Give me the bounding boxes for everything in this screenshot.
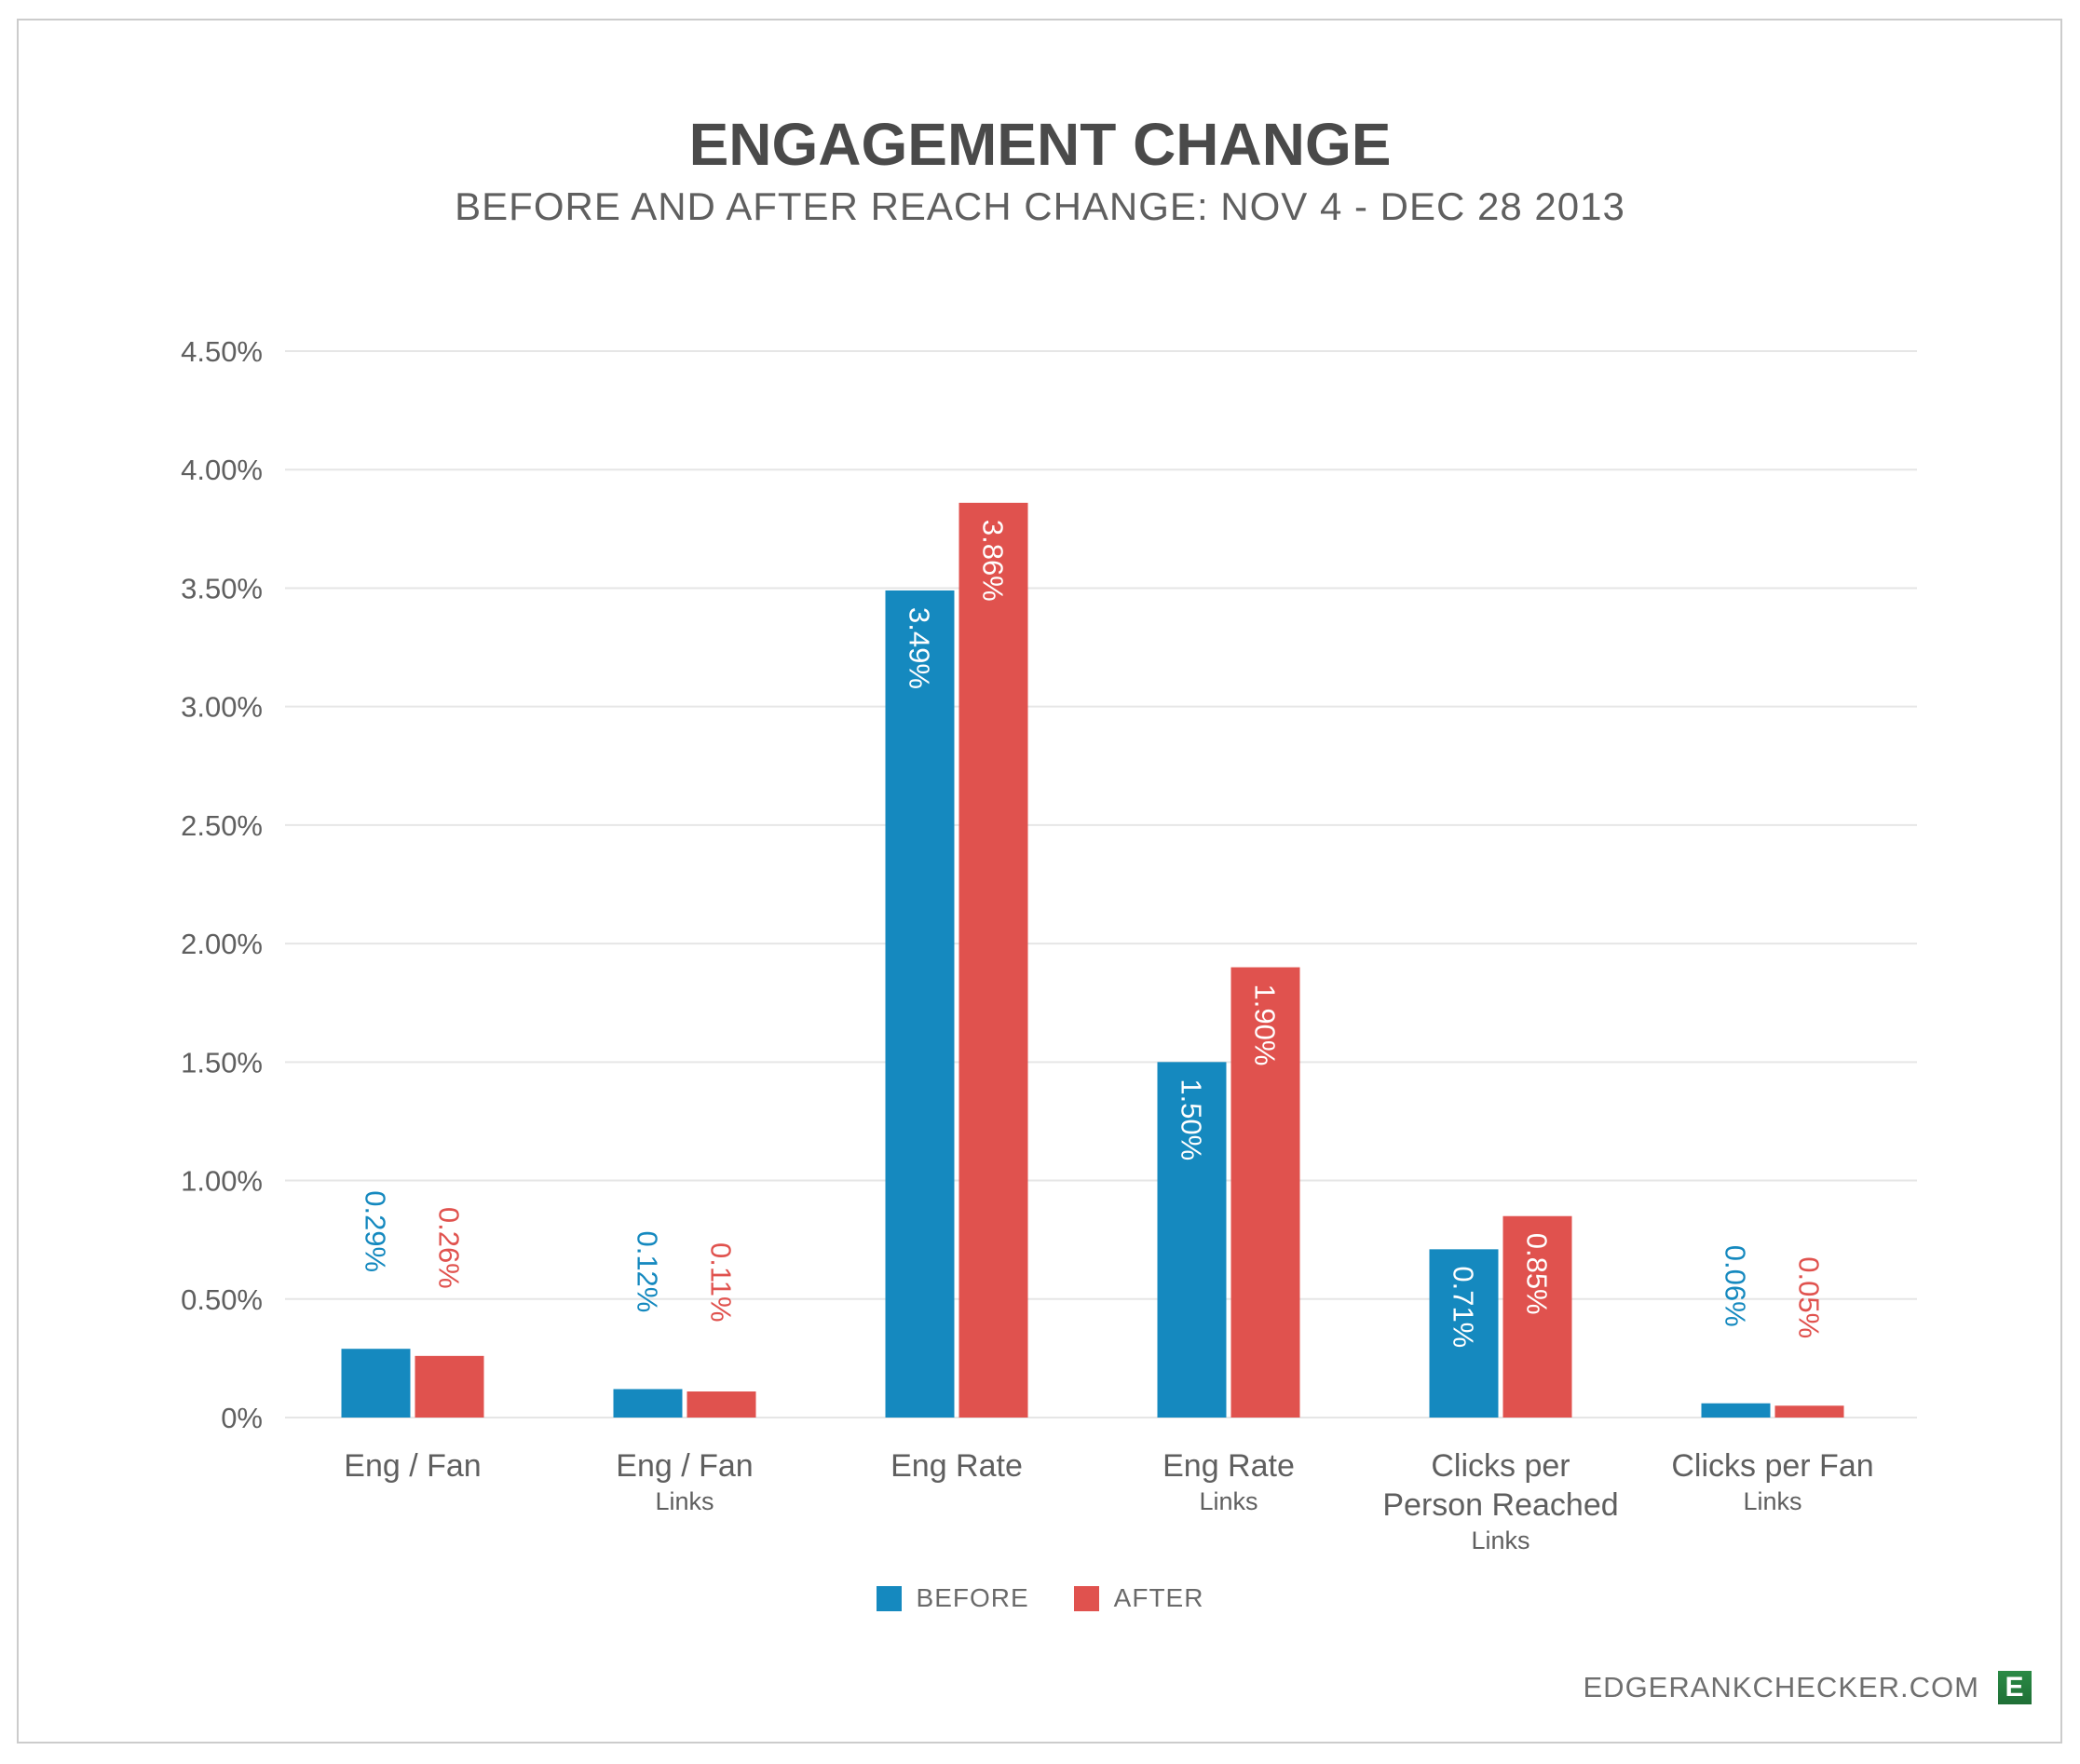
- x-tick-sublabel: Links: [1471, 1527, 1529, 1554]
- bar-after: [415, 1355, 484, 1418]
- y-tick-label: 4.50%: [181, 335, 263, 368]
- y-tick-label: 4.00%: [181, 454, 263, 486]
- bar-after: [1774, 1405, 1844, 1418]
- y-tick-label: 2.00%: [181, 928, 263, 960]
- value-label-after: 1.90%: [1249, 984, 1282, 1066]
- bar-after: [1502, 1215, 1572, 1418]
- value-label-after: 0.85%: [1521, 1233, 1554, 1315]
- x-tick-sublabel: Links: [1743, 1487, 1801, 1515]
- value-label-before: 0.06%: [1720, 1245, 1752, 1327]
- value-label-before: 0.12%: [632, 1230, 664, 1312]
- y-tick-label: 2.50%: [181, 809, 263, 842]
- x-tick-label: Eng / Fan: [344, 1448, 481, 1484]
- legend-item-after: AFTER: [1073, 1583, 1204, 1613]
- y-tick-label: 0.50%: [181, 1283, 263, 1316]
- legend-swatch-before: [876, 1585, 902, 1611]
- bar-before: [1429, 1249, 1499, 1418]
- bar-before: [885, 590, 955, 1418]
- bar-before: [1701, 1403, 1771, 1418]
- y-tick-label: 0%: [221, 1402, 263, 1434]
- value-label-before: 3.49%: [904, 607, 936, 689]
- value-label-after: 3.86%: [977, 520, 1010, 602]
- legend-label-before: BEFORE: [916, 1583, 1029, 1612]
- brand-text: EDGERANKCHECKER.COM: [1583, 1671, 1979, 1703]
- x-tick-label: Person Reached: [1382, 1487, 1618, 1523]
- y-tick-label: 3.50%: [181, 572, 263, 604]
- chart-title: ENGAGEMENT CHANGE: [688, 111, 1392, 178]
- bar-before: [1157, 1062, 1227, 1418]
- value-label-after: 0.11%: [705, 1242, 738, 1323]
- y-tick-label: 1.00%: [181, 1165, 263, 1198]
- x-tick-sublabel: Links: [655, 1487, 714, 1515]
- bar-before: [341, 1349, 411, 1418]
- x-tick-label: Eng Rate: [890, 1448, 1023, 1484]
- bar-before: [613, 1389, 683, 1418]
- x-tick-label: Eng Rate: [1162, 1448, 1295, 1484]
- chart-frame: [17, 19, 2062, 1744]
- brand-logo-icon: E: [1998, 1671, 2032, 1704]
- value-label-before: 0.71%: [1448, 1266, 1480, 1348]
- bar-after: [687, 1391, 756, 1418]
- x-tick-label: Clicks per Fan: [1671, 1448, 1873, 1484]
- legend-swatch-after: [1073, 1585, 1099, 1611]
- value-label-after: 0.05%: [1793, 1256, 1826, 1338]
- x-tick-label: Clicks per: [1431, 1448, 1570, 1484]
- bar-after: [958, 502, 1028, 1418]
- bar-after: [1230, 967, 1300, 1418]
- y-tick-label: 3.00%: [181, 691, 263, 724]
- value-label-before: 0.29%: [360, 1190, 392, 1272]
- x-tick-sublabel: Links: [1199, 1487, 1258, 1515]
- x-tick-label: Eng / Fan: [616, 1448, 753, 1484]
- value-label-before: 1.50%: [1176, 1079, 1208, 1160]
- legend-item-before: BEFORE: [876, 1583, 1029, 1613]
- legend-label-after: AFTER: [1113, 1583, 1204, 1612]
- value-label-after: 0.26%: [433, 1207, 466, 1289]
- chart-subtitle: BEFORE AND AFTER REACH CHANGE: NOV 4 - D…: [455, 184, 1625, 228]
- legend: BEFORE AFTER: [0, 1583, 2080, 1613]
- y-tick-label: 1.50%: [181, 1046, 263, 1079]
- brand-footer: EDGERANKCHECKER.COM E: [1584, 1671, 2032, 1704]
